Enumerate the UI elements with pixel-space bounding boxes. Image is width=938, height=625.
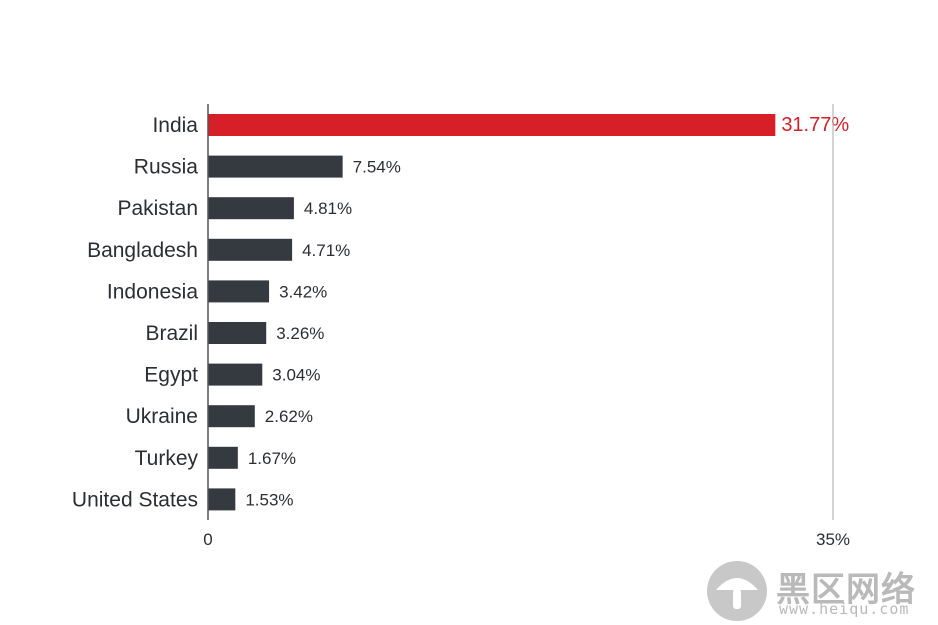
category-label-5: Brazil — [145, 322, 198, 345]
bar-8 — [208, 446, 238, 469]
category-label-9: United States — [72, 488, 198, 511]
value-labels: 31.77% 7.54% 4.81% 4.71% 3.42% 3.26% 3.04% 2.62… — [245, 114, 849, 509]
value-label-1: 7.54% — [353, 158, 401, 177]
value-label-3: 4.71% — [302, 241, 350, 260]
bar-5 — [208, 322, 267, 344]
bar-3 — [208, 238, 293, 261]
bars-group — [208, 114, 776, 511]
watermark: 黑区网络 www.heiqu.com — [706, 560, 938, 622]
value-label-7: 2.62% — [265, 407, 313, 426]
bar-6 — [208, 363, 263, 386]
value-label-5: 3.26% — [276, 324, 324, 343]
value-label-9: 1.53% — [245, 490, 293, 509]
value-label-6: 3.04% — [272, 366, 320, 385]
category-label-3: Bangladesh — [87, 239, 198, 262]
bar-0 — [208, 114, 776, 136]
value-label-8: 1.67% — [248, 449, 296, 468]
bar-1 — [208, 155, 343, 178]
category-label-2: Pakistan — [117, 197, 198, 220]
category-label-0: India — [152, 114, 198, 137]
category-label-1: Russia — [134, 156, 199, 179]
category-label-6: Egypt — [144, 364, 198, 387]
category-label-7: Ukraine — [126, 405, 198, 428]
watermark-url: www.heiqu.com — [779, 600, 910, 618]
value-label-0: 31.77% — [781, 114, 849, 136]
category-labels: India Russia Pakistan Bangladesh Indonesia Br… — [72, 114, 199, 511]
watermark-title: 黑区网络 — [776, 570, 916, 610]
bar-7 — [208, 405, 255, 428]
value-label-4: 3.42% — [279, 282, 327, 301]
bar-9 — [208, 488, 236, 511]
x-tick-label-0: 0 — [203, 530, 212, 549]
value-label-2: 4.81% — [304, 199, 352, 218]
bar-4 — [208, 280, 270, 303]
category-label-4: Indonesia — [107, 280, 198, 303]
x-tick-label-max: 35% — [816, 530, 850, 549]
mushroom-logo-icon — [707, 561, 767, 621]
category-label-8: Turkey — [135, 447, 199, 470]
bar-2 — [208, 197, 294, 220]
